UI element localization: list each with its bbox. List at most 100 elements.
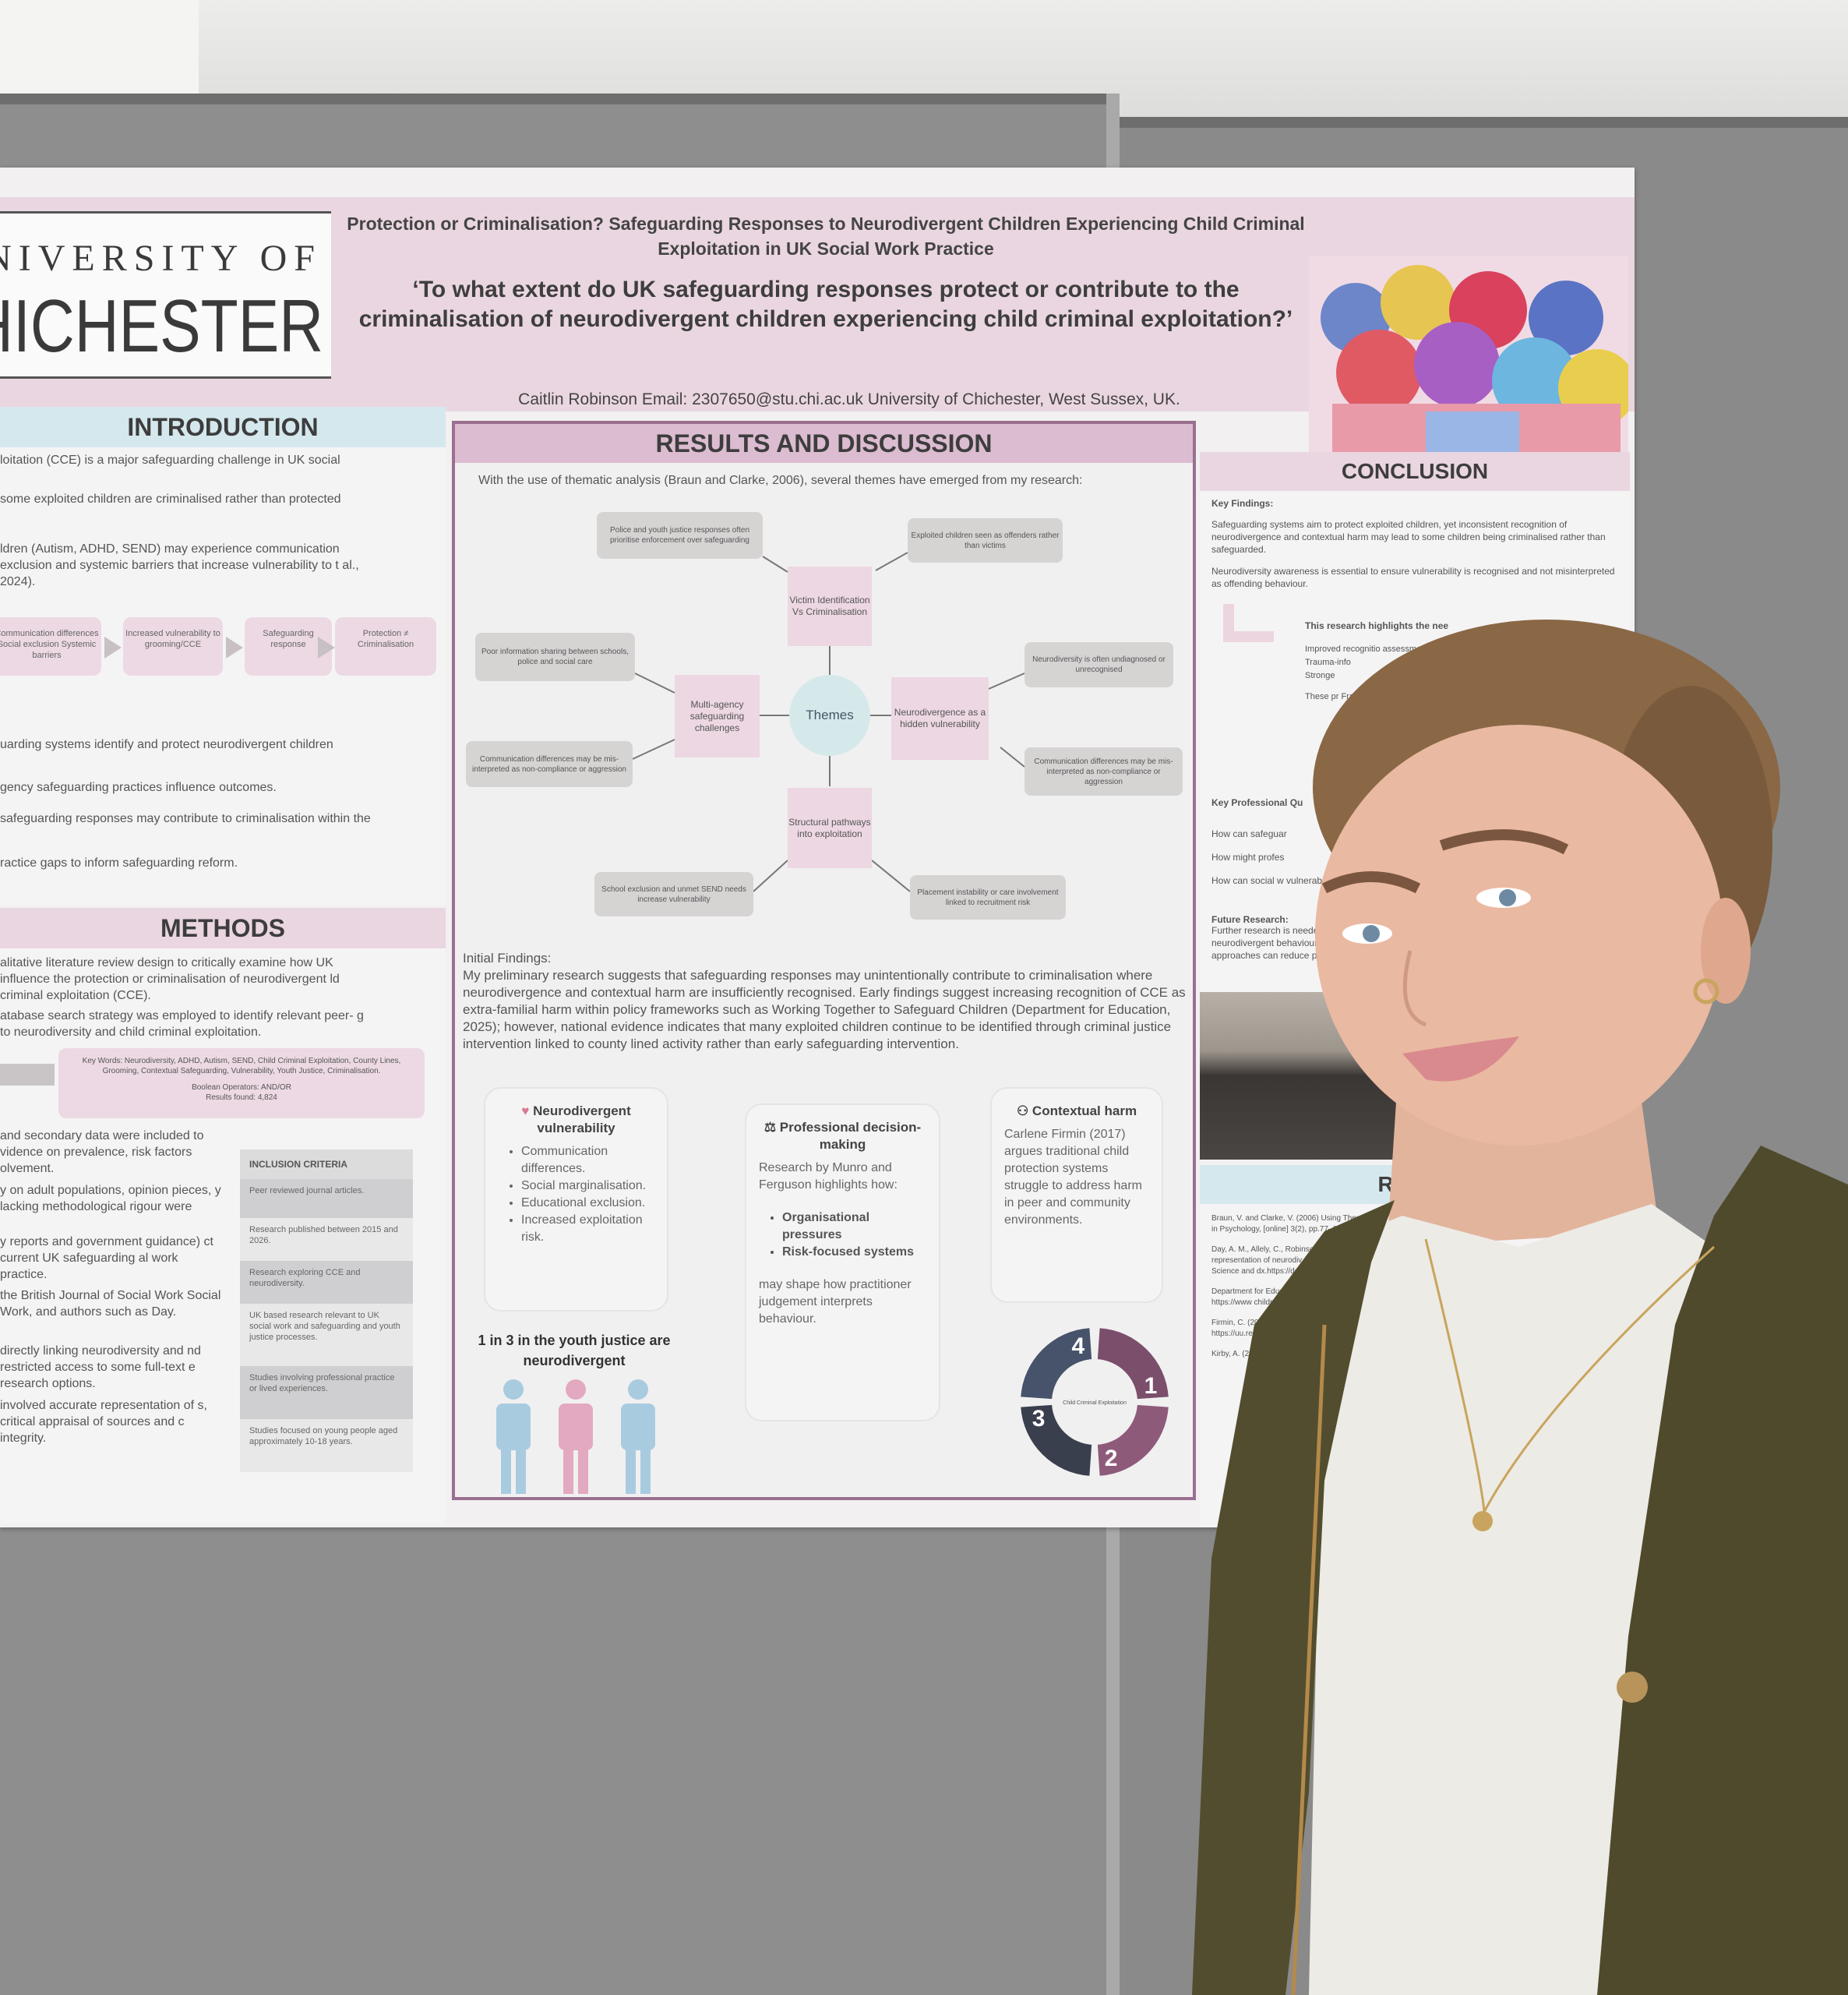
research-question: ‘To what extent do UK safeguarding respo… <box>358 277 1293 332</box>
flow-step: Protection ≠ Criminalisation <box>335 617 436 676</box>
arrow-icon <box>226 637 243 659</box>
arrow-icon <box>318 637 335 659</box>
lips <box>1402 1036 1519 1082</box>
arrow-icon <box>104 637 122 659</box>
methods-line: directly linking neurodiversity and nd r… <box>0 1344 201 1390</box>
card-text: Carlene Firmin (2017) argues traditional… <box>1004 1128 1142 1227</box>
subtheme-box: Police and youth justice responses often… <box>597 512 763 559</box>
aim-line: ractice gaps to inform safeguarding refo… <box>0 856 238 870</box>
methods-line: y on adult populations, opinion pieces, … <box>0 1184 221 1213</box>
white-top <box>1309 1204 1714 1995</box>
cycle-step-number: 1 <box>1144 1373 1158 1399</box>
question: How can safeguar <box>1211 828 1287 839</box>
poster-title: Protection or Criminalisation? Safeguard… <box>347 214 1305 259</box>
cycle-segment <box>1097 1404 1169 1476</box>
bullet: Stronge <box>1305 671 1335 680</box>
jacket-button <box>1617 1672 1648 1703</box>
eyebrow-left <box>1321 871 1421 894</box>
criterion: Studies involving professional practice … <box>240 1366 413 1419</box>
introduction-section: INTRODUCTION loitation (CCE) is a major … <box>0 407 446 906</box>
card-item: Social marginalisation. <box>521 1178 654 1195</box>
card-item: Communication differences. <box>521 1143 654 1178</box>
flow-step: Communication differences Social exclusi… <box>0 617 101 676</box>
intro-line: some exploited children are criminalised… <box>0 493 341 506</box>
methods-heading: METHODS <box>0 908 446 948</box>
cycle-segment <box>1021 1404 1092 1476</box>
questions-label: Key Professional Qu <box>1211 797 1303 808</box>
people-figures <box>496 1379 655 1494</box>
criterion: Research exploring CCE and neurodiversit… <box>240 1261 413 1304</box>
ear <box>1701 898 1751 1004</box>
person-figure <box>496 1379 531 1494</box>
results-heading: RESULTS AND DISCUSSION <box>455 424 1193 463</box>
methods-line: y reports and government guidance) ct cu… <box>0 1235 213 1281</box>
cycle-segment <box>1097 1328 1169 1400</box>
card-item: Increased exploitation risk. <box>521 1212 654 1246</box>
criterion: Research published between 2015 and 2026… <box>240 1218 413 1261</box>
card-item: Educational exclusion. <box>521 1195 654 1212</box>
introduction-heading: INTRODUCTION <box>0 407 446 447</box>
results-discussion-section: RESULTS AND DISCUSSION With the use of t… <box>452 421 1196 1500</box>
aim-line: safeguarding responses may contribute to… <box>0 812 371 825</box>
cycle-step-number: 2 <box>1105 1446 1118 1471</box>
people-icon: ⚇ <box>1016 1103 1029 1118</box>
flow-step: Increased vulnerability to grooming/CCE <box>123 617 223 676</box>
theme-box: Victim Identification Vs Criminalisation <box>788 567 872 646</box>
subtheme-box: Communication differences may be mis-int… <box>1025 747 1183 796</box>
cce-cycle-diagram: 1 2 3 4 Child Criminal Exploitation <box>1021 1328 1169 1476</box>
card-title: Professional decision-making <box>779 1120 922 1152</box>
boolean-operators: Boolean Operators: AND/OR <box>192 1083 291 1092</box>
card-professional-decision-making: ⚖ Professional decision-making Research … <box>745 1103 940 1421</box>
methods-line: involved accurate representation of s, c… <box>0 1399 207 1445</box>
mind-map-connectors <box>632 552 1025 892</box>
earring <box>1693 978 1719 1005</box>
initial-findings: Initial Findings: My preliminary researc… <box>463 950 1187 1053</box>
reference: Braun, V. and Clarke, V. (2006) Using Th… <box>1211 1214 1367 1234</box>
themes-center: Themes <box>789 675 870 756</box>
card-item: Risk-focused systems <box>782 1244 926 1261</box>
question: How might profes <box>1211 852 1285 863</box>
cycle-step-number: 4 <box>1072 1333 1085 1359</box>
methods-line: the British Journal of Social Work Socia… <box>0 1289 221 1319</box>
heart-icon: ♥ <box>521 1103 530 1118</box>
logo-line-1: UNIVERSITY OF <box>0 238 322 279</box>
card-neurodivergent-vulnerability: ♥ Neurodivergent vulnerability Communica… <box>484 1087 668 1312</box>
aim-line: uarding systems identify and protect neu… <box>0 738 333 751</box>
nose <box>1402 950 1427 1027</box>
card-text: may shape how practitioner judgement int… <box>759 1278 912 1326</box>
card-title: Contextual harm <box>1032 1103 1137 1118</box>
cycle-step-number: 3 <box>1032 1406 1046 1432</box>
card-contextual-harm: ⚇ Contextual harm Carlene Firmin (2017) … <box>990 1087 1163 1303</box>
face <box>1315 725 1723 1146</box>
methods-line: and secondary data were included to vide… <box>0 1129 204 1175</box>
card-title: Neurodivergent vulnerability <box>533 1103 631 1135</box>
subtheme-box: Placement instability or care involvemen… <box>910 875 1066 920</box>
wall-panel <box>0 0 199 94</box>
findings-text: My preliminary research suggests that sa… <box>463 968 1186 1051</box>
zipper <box>1291 1324 1327 1995</box>
iris-left <box>1363 925 1380 942</box>
inclusion-criteria-table: INCLUSION CRITERIA Peer reviewed journal… <box>240 1149 413 1472</box>
criterion: Studies focused on young people aged app… <box>240 1419 413 1472</box>
jacket-left <box>1192 1200 1395 1995</box>
results-found: Results found: 4,824 <box>206 1093 277 1102</box>
findings-label: Initial Findings: <box>463 951 552 966</box>
inclusion-heading: INCLUSION CRITERIA <box>240 1149 413 1179</box>
cycle-segment <box>1021 1328 1092 1400</box>
intro-line: ldren (Autism, ADHD, SEND) may experienc… <box>0 542 359 588</box>
key-findings-label: Key Findings: <box>1211 498 1274 509</box>
university-logo: UNIVERSITY OF CHICHESTER <box>0 211 331 379</box>
criterion: Peer reviewed journal articles. <box>240 1179 413 1218</box>
theme-box: Neurodivergence as a hidden vulnerabilit… <box>891 677 989 760</box>
keywords: Key Words: Neurodiversity, ADHD, Autism,… <box>82 1057 401 1075</box>
subtheme-box: Exploited children seen as offenders rat… <box>908 518 1063 563</box>
reference: Department for Educatio Available at: ht… <box>1211 1287 1340 1307</box>
statistic: 1 in 3 in the youth justice are neurodiv… <box>478 1333 671 1368</box>
reference: Day, A. M., Allely, C., Robinson, L. ove… <box>1211 1245 1359 1276</box>
necklace <box>1424 1238 1716 1517</box>
bullet: Trauma-info <box>1305 658 1351 667</box>
keywords-box: Key Words: Neurodiversity, ADHD, Autism,… <box>58 1048 425 1118</box>
card-text: Research by Munro and Ferguson highlight… <box>759 1161 898 1192</box>
methods-section: METHODS alitative literature review desi… <box>0 908 446 1524</box>
